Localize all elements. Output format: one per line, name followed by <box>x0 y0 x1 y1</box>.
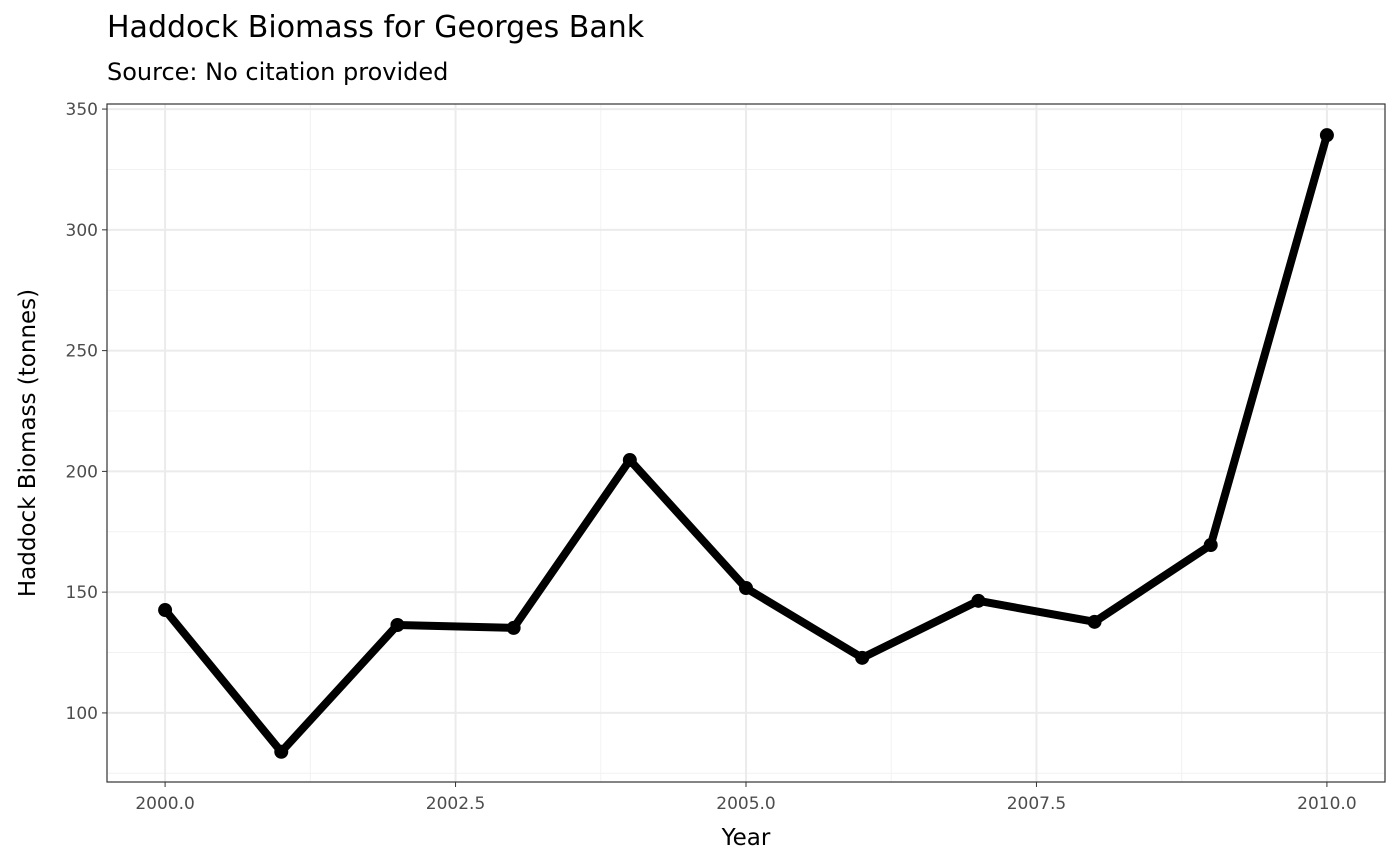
data-points <box>158 128 1334 759</box>
y-tick-label: 200 <box>66 462 98 482</box>
grid <box>107 104 1385 782</box>
data-point <box>1087 614 1102 629</box>
chart-title: Haddock Biomass for Georges Bank <box>107 10 645 45</box>
y-tick-label: 300 <box>66 221 98 241</box>
x-tick-label: 2007.5 <box>1007 794 1066 814</box>
y-tick-label: 350 <box>66 100 98 120</box>
data-point <box>622 453 637 468</box>
x-tick-label: 2002.5 <box>426 794 485 814</box>
x-tick-label: 2010.0 <box>1297 794 1356 814</box>
x-tick-label: 2005.0 <box>716 794 775 814</box>
y-axis-label: Haddock Biomass (tonnes) <box>15 289 41 597</box>
data-point <box>1319 128 1334 143</box>
data-point <box>739 581 753 596</box>
data-point <box>971 593 986 608</box>
data-point <box>506 620 521 635</box>
x-axis-label: Year <box>721 825 771 851</box>
x-tick-label: 2000.0 <box>135 794 194 814</box>
data-point <box>274 744 289 759</box>
y-tick-label: 250 <box>66 342 98 362</box>
y-tick-label: 150 <box>66 583 98 603</box>
data-point <box>855 650 870 665</box>
data-point <box>1203 538 1218 553</box>
data-point <box>390 617 405 632</box>
chart-subtitle: Source: No citation provided <box>107 58 449 86</box>
data-point <box>158 603 173 618</box>
tick-labels: 2000.0 2002.5 2005.0 2007.5 2010.0 100 150 200 2… <box>66 100 1357 814</box>
y-tick-label: 100 <box>66 704 98 724</box>
